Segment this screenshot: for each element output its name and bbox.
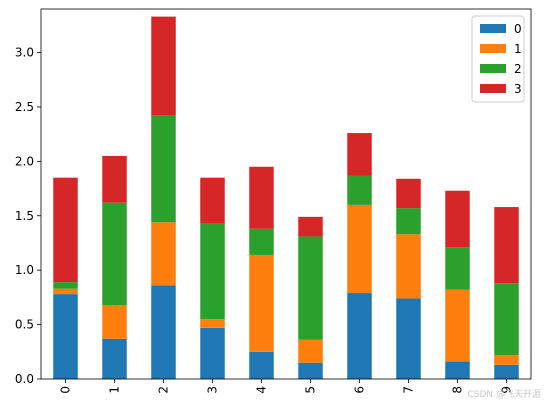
bar-segment-series-2-cat-6 — [347, 175, 372, 205]
legend-swatch-1 — [480, 44, 506, 53]
bar-segment-series-1-cat-1 — [102, 305, 127, 339]
bar-segment-series-1-cat-5 — [298, 339, 323, 363]
bar-segment-series-3-cat-8 — [445, 190, 470, 248]
bar-segment-series-0-cat-3 — [200, 327, 225, 379]
bar-segment-series-3-cat-1 — [102, 155, 127, 203]
bar-segment-series-0-cat-9 — [494, 364, 519, 379]
bar-segment-series-1-cat-6 — [347, 204, 372, 294]
legend-swatch-3 — [480, 84, 506, 93]
x-tick-label: 7 — [402, 386, 416, 394]
bar-segment-series-0-cat-6 — [347, 293, 372, 379]
bar-segment-series-3-cat-6 — [347, 133, 372, 176]
bar-segment-series-0-cat-8 — [445, 361, 470, 379]
x-tick-label: 4 — [255, 386, 269, 394]
bar-segment-series-3-cat-2 — [151, 16, 176, 116]
bar-segment-series-1-cat-7 — [396, 234, 421, 299]
y-tick-label: 1.0 — [15, 263, 34, 277]
x-tick-label: 9 — [500, 386, 514, 394]
bar-segment-series-3-cat-7 — [396, 178, 421, 209]
x-tick-label: 1 — [108, 386, 122, 394]
legend-label-3: 3 — [514, 82, 522, 96]
bar-segment-series-0-cat-7 — [396, 298, 421, 379]
y-tick-label: 0.0 — [15, 372, 34, 386]
y-axis: 0.0 0.5 1.0 1.5 2.0 2.5 3.0 — [15, 46, 41, 386]
bar-segment-series-3-cat-4 — [249, 166, 274, 229]
x-tick-label: 0 — [59, 386, 73, 394]
bar-segment-series-0-cat-4 — [249, 351, 274, 379]
x-axis: 0 1 2 3 4 5 6 7 8 9 — [59, 379, 514, 394]
bar-segment-series-0-cat-2 — [151, 285, 176, 379]
y-tick-label: 1.5 — [15, 209, 34, 223]
legend-label-1: 1 — [514, 42, 522, 56]
bar-segment-series-2-cat-0 — [53, 282, 78, 289]
bar-segment-series-2-cat-8 — [445, 247, 470, 290]
bar-segment-series-2-cat-3 — [200, 223, 225, 320]
bar-segment-series-0-cat-5 — [298, 362, 323, 379]
bar-segment-series-1-cat-9 — [494, 355, 519, 365]
legend-box — [471, 15, 525, 103]
x-tick-label: 8 — [451, 386, 465, 394]
legend-label-0: 0 — [514, 22, 522, 36]
bar-segment-series-2-cat-5 — [298, 236, 323, 340]
legend-swatch-2 — [480, 64, 506, 73]
y-tick-label: 2.5 — [15, 100, 34, 114]
legend-swatch-0 — [480, 24, 506, 33]
bar-segment-series-1-cat-3 — [200, 319, 225, 328]
bar-segment-series-2-cat-2 — [151, 115, 176, 223]
y-tick-label: 3.0 — [15, 46, 34, 60]
x-tick-label: 6 — [353, 386, 367, 394]
legend: 0 1 2 3 — [471, 15, 525, 103]
bar-segment-series-3-cat-0 — [53, 177, 78, 283]
x-tick-label: 5 — [304, 386, 318, 394]
x-tick-label: 2 — [157, 386, 171, 394]
bars-group — [53, 16, 519, 379]
bar-segment-series-1-cat-8 — [445, 289, 470, 362]
y-tick-label: 2.0 — [15, 154, 34, 168]
bar-segment-series-0-cat-0 — [53, 294, 78, 379]
bar-segment-series-1-cat-2 — [151, 222, 176, 286]
bar-segment-series-2-cat-1 — [102, 202, 127, 305]
watermark-text: CSDN @飞天开源 — [467, 390, 541, 400]
legend-label-2: 2 — [514, 62, 522, 76]
bar-segment-series-3-cat-5 — [298, 216, 323, 237]
bar-segment-series-2-cat-7 — [396, 208, 421, 235]
y-tick-label: 0.5 — [15, 318, 34, 332]
bar-segment-series-2-cat-4 — [249, 228, 274, 255]
plot-frame — [40, 8, 532, 380]
bar-segment-series-3-cat-9 — [494, 207, 519, 284]
bar-segment-series-2-cat-9 — [494, 283, 519, 356]
bar-segment-series-3-cat-3 — [200, 177, 225, 224]
x-tick-label: 3 — [206, 386, 220, 394]
bar-segment-series-0-cat-1 — [102, 338, 127, 379]
bar-segment-series-1-cat-4 — [249, 254, 274, 352]
bar-segment-series-1-cat-0 — [53, 288, 78, 295]
